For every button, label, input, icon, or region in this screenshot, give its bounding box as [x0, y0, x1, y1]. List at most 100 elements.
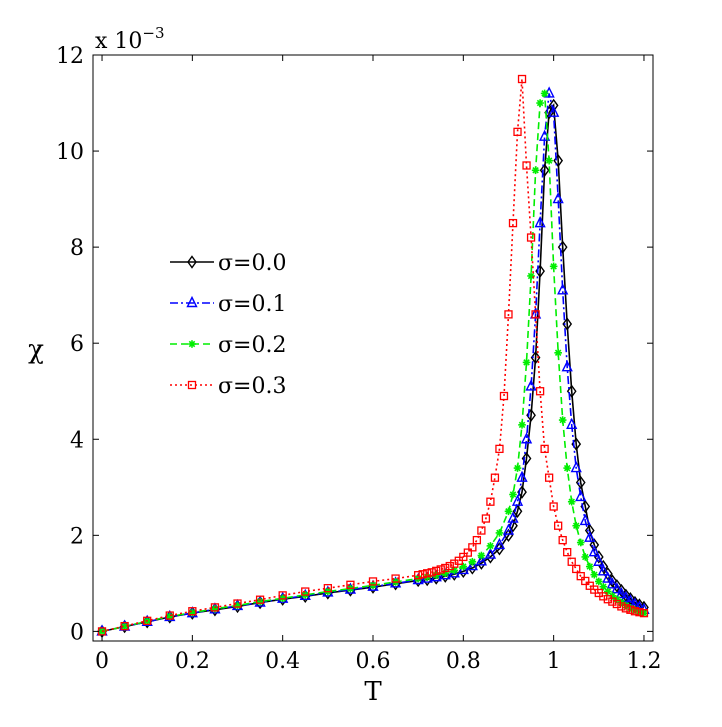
- data-point: [566, 417, 578, 430]
- ticks-layer: 0 0.2 0.4 0.6 0.8 1 1.2 0 2 4 6 8 10 12: [56, 44, 661, 674]
- data-point: [441, 563, 450, 573]
- data-point: [427, 568, 436, 577]
- data-point: [459, 562, 468, 571]
- data-point: [539, 163, 550, 177]
- data-point: [494, 542, 505, 556]
- data-point: [617, 602, 626, 611]
- data-point: [549, 262, 558, 271]
- data-point: [511, 494, 524, 506]
- data-point: [522, 161, 531, 170]
- legend-entry: σ=0.3: [170, 374, 286, 399]
- data-point: [620, 590, 632, 602]
- data-point: [502, 523, 515, 535]
- data-point: [606, 577, 618, 589]
- data-point: [530, 350, 541, 365]
- data-point: [521, 451, 532, 466]
- data-point: [585, 562, 594, 571]
- data-point: [164, 610, 175, 624]
- x-tick-label: 0.8: [446, 649, 481, 674]
- data-point: [522, 358, 531, 367]
- data-point: [549, 502, 558, 511]
- data-point: [495, 529, 504, 537]
- y-multiplier-label: x 10−3: [95, 24, 165, 54]
- x-axis-title: T: [364, 677, 382, 707]
- data-point: [484, 547, 497, 559]
- data-point: [581, 553, 590, 561]
- data-point: [575, 489, 587, 502]
- data-point: [531, 166, 540, 175]
- data-point: [472, 535, 482, 545]
- legend-entry: σ=0.1: [170, 292, 286, 317]
- data-point: [534, 216, 546, 228]
- data-point: [490, 473, 500, 482]
- data-point: [520, 432, 533, 444]
- data-point: [561, 360, 573, 372]
- data-point: [323, 584, 332, 593]
- y-tick-label: 6: [70, 332, 84, 357]
- data-point: [554, 349, 562, 357]
- data-point: [432, 566, 441, 576]
- data-point: [481, 514, 491, 523]
- data-point: [590, 570, 599, 579]
- data-point: [562, 317, 573, 331]
- data-point: [188, 340, 196, 348]
- data-point: [558, 535, 567, 545]
- data-point: [450, 566, 459, 575]
- data-point: [517, 74, 527, 84]
- data-point: [527, 272, 535, 280]
- data-point: [548, 105, 560, 117]
- data-point: [572, 564, 581, 574]
- data-point: [593, 554, 605, 566]
- data-point: [575, 475, 586, 490]
- x-tick-label: 1.2: [626, 649, 661, 674]
- data-point: [576, 538, 585, 547]
- data-point: [475, 554, 488, 566]
- data-point: [531, 310, 540, 319]
- data-point: [608, 597, 617, 606]
- data-point: [540, 444, 549, 454]
- data-point: [557, 283, 569, 295]
- data-point: [602, 571, 614, 583]
- data-point: [423, 569, 432, 578]
- data-point: [545, 156, 553, 165]
- y-tick-label: 4: [70, 428, 84, 453]
- data-point: [588, 545, 600, 557]
- legend-label: σ=0.2: [218, 333, 286, 358]
- legend: σ=0.0 σ=0.1 σ=0.2 σ=0.3: [170, 251, 286, 399]
- data-point: [572, 521, 581, 530]
- data-point: [576, 572, 585, 581]
- series-line: [101, 78, 645, 633]
- data-point: [507, 511, 519, 523]
- x-tick-label: 1: [547, 649, 561, 674]
- data-point: [554, 521, 563, 530]
- data-point: [486, 542, 495, 550]
- data-point: [544, 473, 554, 482]
- y-tick-label: 10: [56, 140, 84, 165]
- data-point: [558, 416, 567, 424]
- y-multiplier-exponent: −3: [142, 24, 164, 42]
- data-point: [463, 548, 472, 557]
- x-tick-label: 0.2: [175, 649, 210, 674]
- data-point: [278, 591, 287, 600]
- data-point: [418, 570, 427, 579]
- legend-label: σ=0.0: [218, 251, 286, 276]
- data-point: [255, 595, 265, 610]
- data-point: [526, 233, 536, 242]
- data-point: [536, 99, 544, 107]
- data-point: [477, 551, 486, 560]
- data-point: [504, 310, 513, 319]
- data-point: [540, 89, 549, 98]
- data-point: [570, 461, 582, 473]
- data-point: [143, 616, 152, 625]
- data-point: [187, 255, 197, 269]
- data-point: [566, 384, 577, 398]
- data-point: [436, 565, 445, 574]
- data-point: [504, 507, 513, 516]
- data-point: [468, 543, 477, 552]
- data-point: [535, 387, 545, 396]
- data-point: [525, 379, 537, 391]
- legend-label: σ=0.3: [218, 374, 286, 399]
- data-point: [301, 587, 310, 596]
- series: [96, 86, 650, 636]
- data-point: [508, 218, 518, 228]
